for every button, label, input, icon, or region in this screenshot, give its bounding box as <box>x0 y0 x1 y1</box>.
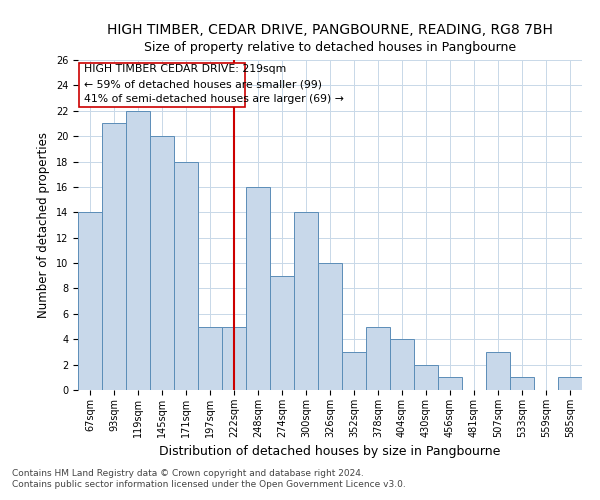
Bar <box>342 352 366 390</box>
Bar <box>318 263 342 390</box>
Bar <box>414 364 438 390</box>
X-axis label: Distribution of detached houses by size in Pangbourne: Distribution of detached houses by size … <box>160 446 500 458</box>
Y-axis label: Number of detached properties: Number of detached properties <box>37 132 50 318</box>
Bar <box>294 212 318 390</box>
Text: Size of property relative to detached houses in Pangbourne: Size of property relative to detached ho… <box>144 41 516 54</box>
Bar <box>558 378 582 390</box>
Bar <box>486 352 510 390</box>
Text: HIGH TIMBER, CEDAR DRIVE, PANGBOURNE, READING, RG8 7BH: HIGH TIMBER, CEDAR DRIVE, PANGBOURNE, RE… <box>107 22 553 36</box>
Bar <box>390 339 414 390</box>
Bar <box>438 378 462 390</box>
Bar <box>510 378 534 390</box>
Text: Contains public sector information licensed under the Open Government Licence v3: Contains public sector information licen… <box>12 480 406 489</box>
Bar <box>78 212 102 390</box>
Bar <box>174 162 198 390</box>
Bar <box>270 276 294 390</box>
Bar <box>126 111 150 390</box>
Bar <box>366 326 390 390</box>
Text: Contains HM Land Registry data © Crown copyright and database right 2024.: Contains HM Land Registry data © Crown c… <box>12 468 364 477</box>
Text: HIGH TIMBER CEDAR DRIVE: 219sqm
← 59% of detached houses are smaller (99)
41% of: HIGH TIMBER CEDAR DRIVE: 219sqm ← 59% of… <box>84 64 344 104</box>
Bar <box>150 136 174 390</box>
Bar <box>102 124 126 390</box>
Bar <box>222 326 246 390</box>
FancyBboxPatch shape <box>79 62 245 107</box>
Bar <box>198 326 222 390</box>
Bar <box>246 187 270 390</box>
